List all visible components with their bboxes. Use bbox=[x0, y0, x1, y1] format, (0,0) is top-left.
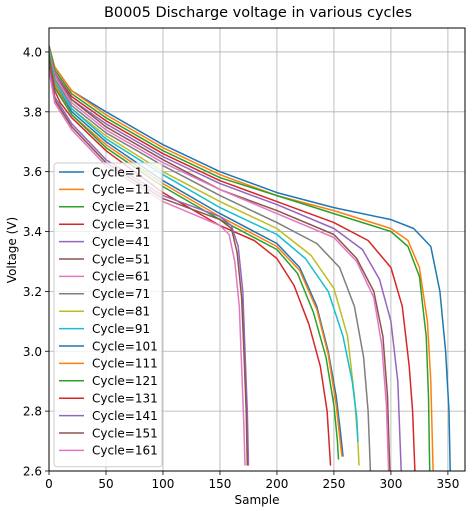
series-line-cycle-91 bbox=[49, 51, 359, 442]
y-tick-label: 3.8 bbox=[23, 105, 42, 119]
x-tick-label: 0 bbox=[45, 477, 53, 491]
x-tick-label: 100 bbox=[152, 477, 175, 491]
legend-label: Cycle=31 bbox=[92, 218, 150, 232]
y-tick-label: 3.4 bbox=[23, 225, 42, 239]
y-tick-label: 3.6 bbox=[23, 165, 42, 179]
series-line-cycle-101 bbox=[49, 54, 344, 457]
x-tick-label: 200 bbox=[265, 477, 288, 491]
legend-label: Cycle=111 bbox=[92, 357, 158, 371]
x-tick-label: 250 bbox=[322, 477, 345, 491]
legend-label: Cycle=151 bbox=[92, 426, 158, 440]
legend-label: Cycle=41 bbox=[92, 235, 150, 249]
legend-label: Cycle=61 bbox=[92, 270, 150, 284]
series-line-cycle-161 bbox=[49, 69, 246, 466]
legend-label: Cycle=51 bbox=[92, 252, 150, 266]
x-tick-label: 350 bbox=[436, 477, 459, 491]
legend-label: Cycle=121 bbox=[92, 374, 158, 388]
series-lines bbox=[49, 45, 451, 471]
series-line-cycle-131 bbox=[49, 60, 332, 466]
legend-label: Cycle=101 bbox=[92, 339, 158, 353]
series-line-cycle-51 bbox=[49, 48, 391, 471]
legend-label: Cycle=131 bbox=[92, 392, 158, 406]
series-line-cycle-141 bbox=[49, 63, 250, 466]
legend-label: Cycle=21 bbox=[92, 200, 150, 214]
legend: Cycle=1 Cycle=11 Cycle=21 Cycle=31 Cycle=41 C… bbox=[53, 162, 163, 468]
legend-label: Cycle=1 bbox=[92, 165, 142, 179]
plot-frame bbox=[48, 27, 466, 472]
legend-box bbox=[53, 162, 163, 468]
y-tick-label: 3.0 bbox=[23, 345, 42, 359]
legend-label: Cycle=161 bbox=[92, 444, 158, 458]
series-line-cycle-1 bbox=[49, 45, 451, 471]
axis-ticks: 0 50 100 150 200 250 300 350 2.6 2.8 3.0 3.2 3.4 3.6 3… bbox=[23, 45, 459, 491]
legend-label: Cycle=141 bbox=[92, 409, 158, 423]
chart-title: B0005 Discharge voltage in various cycle… bbox=[104, 5, 412, 21]
legend-label: Cycle=91 bbox=[92, 322, 150, 336]
series-line-cycle-11 bbox=[49, 45, 434, 471]
x-tick-label: 300 bbox=[379, 477, 402, 491]
x-tick-label: 50 bbox=[98, 477, 113, 491]
y-tick-label: 2.8 bbox=[23, 405, 42, 419]
legend-label: Cycle=71 bbox=[92, 287, 150, 301]
y-tick-label: 3.2 bbox=[23, 285, 42, 299]
legend-label: Cycle=11 bbox=[92, 183, 150, 197]
series-line-cycle-61 bbox=[49, 48, 390, 471]
series-line-cycle-121 bbox=[49, 54, 340, 460]
y-axis-label: Voltage (V) bbox=[5, 217, 19, 283]
y-tick-label: 2.6 bbox=[23, 465, 42, 479]
series-line-cycle-31 bbox=[49, 48, 416, 471]
x-axis-label: Sample bbox=[235, 493, 280, 507]
series-line-cycle-21 bbox=[49, 45, 431, 471]
series-line-cycle-71 bbox=[49, 51, 372, 471]
y-tick-label: 4.0 bbox=[23, 45, 42, 59]
series-line-cycle-151 bbox=[49, 66, 249, 466]
legend-label: Cycle=81 bbox=[92, 305, 150, 319]
x-tick-label: 150 bbox=[209, 477, 232, 491]
